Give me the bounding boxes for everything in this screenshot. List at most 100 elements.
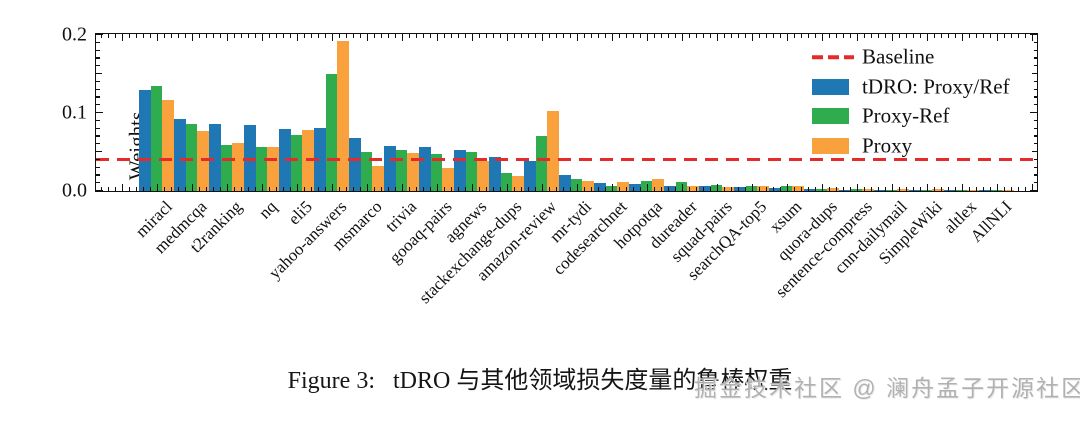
x-tick	[555, 34, 557, 38]
bar-proxy-amazon-review	[547, 110, 559, 191]
x-tick	[863, 187, 865, 191]
x-tick	[625, 34, 627, 38]
x-tick	[576, 34, 578, 41]
bar-tdro-proxy-ref-codesearchnet	[594, 183, 606, 191]
y-tick	[96, 73, 102, 75]
x-tick	[317, 34, 319, 38]
bar-proxy-ref-gooaq-pairs	[430, 154, 443, 191]
legend-swatch-proxy	[812, 137, 849, 154]
x-tick	[338, 187, 340, 191]
legend-label: tDRO: Proxy/Ref	[862, 74, 1010, 98]
x-tick	[296, 34, 298, 41]
x-tick	[422, 34, 424, 38]
bar-proxy-msmarco	[372, 166, 384, 191]
x-tick	[695, 187, 697, 191]
x-tick	[618, 187, 620, 191]
x-tick	[835, 187, 837, 191]
x-tick	[856, 34, 858, 41]
x-tick	[212, 34, 214, 38]
x-tick	[443, 34, 445, 38]
x-tick	[373, 187, 375, 191]
x-tick	[590, 34, 592, 38]
x-tick	[898, 34, 900, 38]
x-tick	[205, 34, 207, 38]
bar-tdro-proxy-ref-searchQA-top5	[734, 187, 746, 191]
x-tick	[569, 187, 571, 191]
bar-proxy-quora-dups	[827, 187, 839, 191]
x-tick	[541, 34, 543, 41]
x-tick	[317, 187, 319, 191]
x-tick	[513, 187, 515, 191]
x-tick	[303, 34, 305, 38]
x-tick	[702, 187, 704, 191]
x-tick	[401, 184, 403, 191]
x-tick	[842, 34, 844, 38]
x-tick	[807, 34, 809, 38]
x-tick	[464, 187, 466, 191]
x-tick	[527, 187, 529, 191]
bar-tdro-proxy-ref-SimpleWiki	[909, 190, 921, 191]
bar-tdro-proxy-ref-agnews	[454, 149, 466, 191]
x-tick	[905, 187, 907, 191]
x-tick	[233, 187, 235, 191]
x-tick	[499, 187, 501, 191]
bar-tdro-proxy-ref-dureader	[664, 186, 676, 191]
x-tick	[765, 34, 767, 38]
x-tick	[492, 34, 494, 38]
y-tick-label: 0.2	[62, 23, 87, 45]
watermark-text: 掘金技术社区 @ 澜舟孟子开源社区	[694, 375, 1080, 401]
y-tick	[1033, 158, 1037, 161]
x-tick	[744, 34, 746, 38]
x-tick	[870, 34, 872, 38]
x-tick	[219, 187, 221, 191]
x-tick	[219, 34, 221, 38]
x-tick	[597, 187, 599, 191]
bar-tdro-proxy-ref-msmarco	[349, 137, 361, 191]
y-tick	[96, 34, 103, 36]
bar-tdro-proxy-ref-medmcqa	[174, 119, 186, 191]
x-tick	[891, 34, 893, 41]
bar-proxy-ref-nq	[255, 146, 268, 191]
x-tick	[1024, 34, 1026, 38]
x-tick	[226, 34, 228, 41]
x-tick	[716, 184, 718, 191]
x-tick	[289, 34, 291, 38]
x-tick	[415, 34, 417, 38]
x-tick	[191, 184, 193, 191]
x-tick	[163, 34, 165, 38]
x-tick	[345, 34, 347, 38]
x-tick	[1017, 187, 1019, 191]
bar-tdro-proxy-ref-sentence-compress	[839, 190, 851, 191]
x-tick	[933, 34, 935, 38]
x-tick	[401, 34, 403, 41]
bar-proxy-altlex	[967, 190, 979, 191]
x-tick	[254, 187, 256, 191]
x-tick	[835, 34, 837, 38]
legend-swatch-baseline	[812, 55, 854, 59]
x-tick	[744, 187, 746, 191]
x-tick	[506, 184, 508, 191]
y-tick	[96, 80, 100, 83]
x-tick	[121, 34, 123, 41]
x-tick	[996, 184, 998, 191]
x-tick	[170, 187, 172, 191]
y-tick	[1033, 49, 1037, 51]
bar-proxy-trivia	[407, 152, 419, 191]
x-tick	[450, 187, 452, 191]
bar-proxy-agnews	[477, 161, 489, 191]
x-tick	[632, 34, 634, 38]
y-tick	[96, 135, 100, 137]
x-tick	[1031, 184, 1033, 191]
bar-proxy-squad-pairs	[722, 187, 734, 191]
x-tick	[926, 184, 928, 191]
x-tick	[940, 187, 942, 191]
x-tick	[128, 187, 130, 191]
x-tick	[800, 34, 802, 38]
x-tick	[611, 34, 613, 41]
x-tick	[331, 34, 333, 41]
y-tick	[96, 96, 100, 98]
y-tick	[1033, 166, 1037, 168]
x-tick	[905, 34, 907, 38]
y-tick	[1033, 174, 1037, 176]
x-tick	[632, 187, 634, 191]
